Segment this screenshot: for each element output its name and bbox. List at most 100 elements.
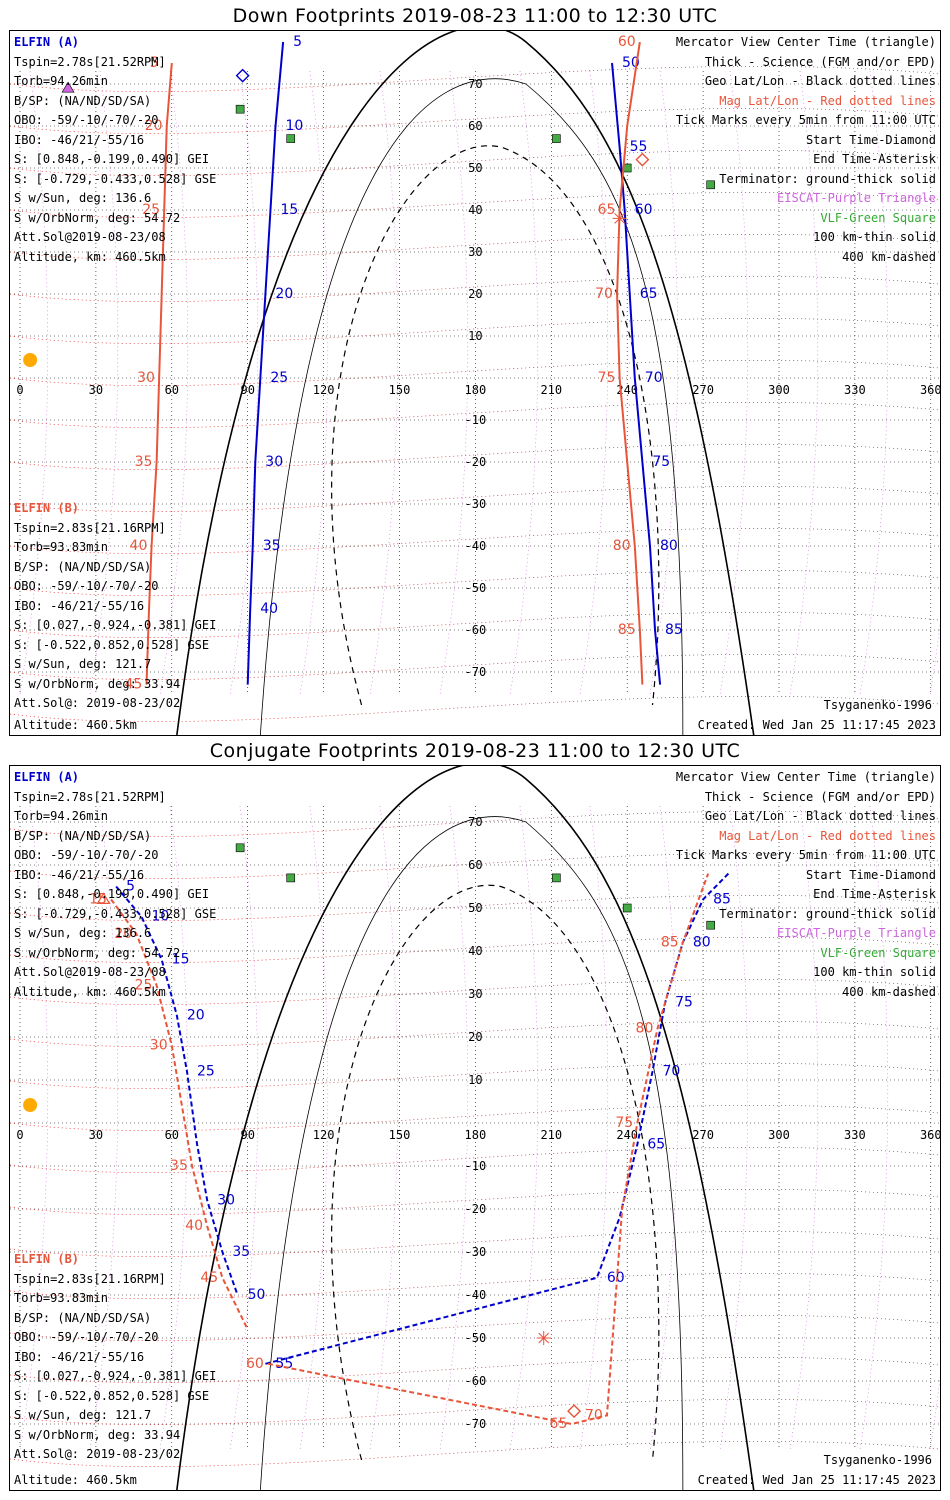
- altitude-line: Altitude: 460.5km: [14, 1473, 137, 1487]
- minute-tick-label: 5: [126, 879, 135, 895]
- mag-latitude-line: [10, 402, 940, 428]
- sun-icon: [23, 353, 38, 367]
- info-line: B/SP: (NA/ND/SD/SA): [14, 93, 152, 108]
- start-diamond: [635, 152, 650, 167]
- info-line: B/SP: (NA/ND/SD/SA): [14, 828, 152, 843]
- lat-tick-label: -30: [465, 497, 487, 511]
- mag-longitude-line: [299, 70, 329, 696]
- mag-longitude-line: [159, 70, 189, 696]
- info-line: S w/OrbNorm, deg: 33.94: [14, 1427, 181, 1442]
- minute-tick-label: 60: [607, 1270, 625, 1286]
- lon-tick-label: 150: [389, 383, 411, 397]
- mag-latitude-line: [10, 1273, 940, 1299]
- mag-latitude-line: [10, 528, 940, 554]
- info-line: Att.Sol@: 2019-08-23/02: [14, 696, 181, 710]
- minute-tick-label: 65: [550, 1416, 568, 1432]
- minute-tick-label: 65: [647, 1137, 665, 1153]
- elfin-a-header: ELFIN (A): [14, 35, 80, 49]
- lat-tick-label: 30: [468, 245, 482, 259]
- info-line: Altitude, km: 460.5km: [14, 249, 166, 264]
- lon-tick-label: 210: [540, 1128, 562, 1142]
- lon-tick-label: 0: [16, 1128, 23, 1142]
- info-line: Tspin=2.83s[21.16RPM]: [14, 1271, 166, 1286]
- orbit-footprint-track: [145, 62, 173, 685]
- mag-latitude-line: [10, 895, 940, 921]
- info-line: IBO: -46/21/-55/16: [14, 867, 145, 882]
- info-line: Tspin=2.78s[21.52RPM]: [14, 54, 166, 69]
- lat-tick-label: -10: [465, 413, 487, 427]
- mag-latitude-line: [10, 937, 940, 963]
- elfin-b-header: ELFIN (B): [14, 501, 80, 515]
- minute-tick-label: 85: [618, 622, 636, 638]
- mag-latitude-line: [10, 192, 940, 218]
- lat-tick-label: 20: [468, 1030, 482, 1044]
- mag-latitude-line: [10, 1189, 940, 1215]
- lat-tick-label: 70: [468, 815, 482, 829]
- orbit-footprint-track: [246, 41, 285, 685]
- info-line: IBO: -46/21/-55/16: [14, 1349, 145, 1364]
- info-line: Torb=93.83min: [14, 1291, 108, 1305]
- vlf-station-square: [286, 134, 296, 143]
- legend-item: 400 km-dashed: [842, 249, 936, 264]
- minute-tick-label: 40: [260, 601, 278, 617]
- mercator-map: 0 30 60 90 120 150 180 210 240 270 300 330 360706050…: [10, 31, 940, 735]
- lon-tick-label: 360: [920, 383, 940, 397]
- legend-item: Mercator View Center Time (triangle): [675, 35, 936, 49]
- legend-item: End Time-Asterisk: [813, 887, 936, 901]
- info-line: S: [-0.522,0.852,0.528] GSE: [14, 1388, 210, 1403]
- info-line: Torb=94.26min: [14, 74, 108, 88]
- terminator-400km: [331, 145, 660, 706]
- panel-title: Down Footprints 2019-08-23 11:00 to 12:3…: [232, 5, 718, 27]
- lat-tick-label: -40: [465, 1288, 487, 1302]
- minute-tick-label: 80: [613, 538, 631, 554]
- orbit-footprint-track: [115, 885, 239, 1296]
- minute-tick-label: 45: [200, 1270, 218, 1286]
- minute-tick-label: 70: [645, 370, 663, 386]
- info-line: OBO: -59/-10/-70/-20: [14, 113, 159, 127]
- lon-tick-label: 300: [768, 1128, 790, 1142]
- mag-latitude-line: [10, 1441, 940, 1467]
- minute-tick-label: 15: [280, 202, 298, 218]
- lon-tick-label: 60: [165, 383, 179, 397]
- minute-tick-label: 65: [598, 202, 616, 218]
- legend-item: Mercator View Center Time (triangle): [675, 770, 936, 784]
- orbit-footprint-track: [110, 898, 249, 1330]
- legend-item: Geo Lat/Lon - Black dotted lines: [704, 74, 936, 88]
- lon-tick-label: 120: [313, 383, 335, 397]
- mag-latitude-line: [10, 853, 940, 879]
- info-line: B/SP: (NA/ND/SD/SA): [14, 559, 152, 574]
- lon-tick-label: 330: [844, 383, 866, 397]
- lat-tick-label: -70: [465, 665, 487, 679]
- orbit-footprint-track: [611, 62, 662, 685]
- legend-item: Terminator: ground-thick solid: [719, 171, 936, 186]
- legend-item: EISCAT-Purple Triangle: [777, 926, 936, 940]
- vlf-station-square: [622, 903, 632, 913]
- info-line: IBO: -46/21/-55/16: [14, 598, 145, 613]
- lat-tick-label: 60: [468, 858, 482, 872]
- legend: Mercator View Center Time (triangle) Thi…: [676, 33, 936, 267]
- lon-tick-label: 180: [465, 383, 487, 397]
- minute-tick-label: 25: [142, 202, 160, 218]
- elfin-a-info: ELFIN (A) Tspin=2.78s[21.52RPM] Torb=94.…: [14, 768, 216, 1002]
- info-line: S: [-0.522,0.852,0.528] GSE: [14, 637, 210, 652]
- legend-item: 100 km-thin solid: [813, 230, 936, 244]
- minute-tick-label: 40: [185, 1218, 203, 1234]
- info-line: IBO: -46/21/-55/16: [14, 132, 145, 147]
- mag-latitude-line: [10, 1021, 940, 1047]
- orbit-footprint-track: [616, 41, 644, 685]
- minute-tick-label: 35: [135, 454, 153, 470]
- model-name: Tsyganenko-1996: [823, 698, 932, 712]
- lon-tick-label: 360: [920, 1128, 940, 1142]
- info-line: S w/Sun, deg: 136.6: [14, 926, 152, 940]
- info-line: S w/OrbNorm, deg: 33.94: [14, 676, 181, 691]
- minute-tick-label: 5: [293, 34, 302, 50]
- mag-latitude-line: [10, 276, 940, 302]
- mag-latitude-line: [10, 444, 940, 470]
- minute-tick-label: 10: [286, 118, 304, 134]
- mag-longitude-line: [649, 70, 679, 696]
- lon-tick-label: 150: [389, 1128, 411, 1142]
- minute-tick-label: 10: [151, 909, 169, 925]
- start-diamond: [235, 68, 250, 83]
- mag-latitude-line: [10, 1399, 940, 1425]
- mag-latitude-line: [10, 654, 940, 680]
